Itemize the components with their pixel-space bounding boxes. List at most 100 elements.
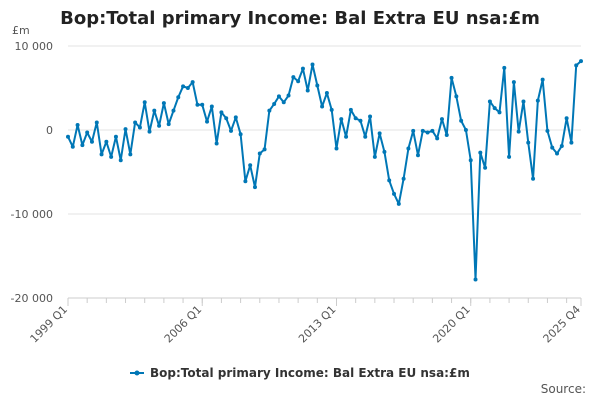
data-point[interactable] <box>262 147 267 152</box>
data-point[interactable] <box>420 128 425 133</box>
data-point[interactable] <box>531 176 536 181</box>
data-point[interactable] <box>75 122 80 127</box>
data-point[interactable] <box>324 91 329 96</box>
data-point[interactable] <box>195 102 200 107</box>
data-point[interactable] <box>171 108 176 113</box>
data-point[interactable] <box>574 63 579 68</box>
data-point[interactable] <box>286 93 291 98</box>
data-point[interactable] <box>435 136 440 141</box>
data-point[interactable] <box>392 191 397 196</box>
data-point[interactable] <box>492 106 497 111</box>
data-point[interactable] <box>296 79 301 84</box>
data-point[interactable] <box>70 144 75 149</box>
data-point[interactable] <box>190 80 195 85</box>
data-point[interactable] <box>396 201 401 206</box>
data-point[interactable] <box>344 134 349 139</box>
data-point[interactable] <box>315 83 320 88</box>
data-point[interactable] <box>444 133 449 138</box>
data-point[interactable] <box>281 100 286 105</box>
legend[interactable]: Bop:Total primary Income: Bal Extra EU n… <box>130 366 470 380</box>
data-point[interactable] <box>478 150 483 155</box>
data-point[interactable] <box>507 154 512 159</box>
data-point[interactable] <box>276 94 281 99</box>
data-point[interactable] <box>157 123 162 128</box>
data-point[interactable] <box>166 122 171 127</box>
data-point[interactable] <box>152 108 157 113</box>
data-point[interactable] <box>238 132 243 137</box>
data-point[interactable] <box>85 130 90 135</box>
data-point[interactable] <box>382 149 387 154</box>
data-point[interactable] <box>473 277 478 282</box>
data-point[interactable] <box>219 110 224 115</box>
data-point[interactable] <box>104 139 109 144</box>
data-point[interactable] <box>66 134 70 139</box>
data-point[interactable] <box>252 185 257 190</box>
data-point[interactable] <box>118 158 123 163</box>
data-point[interactable] <box>133 120 138 125</box>
data-point[interactable] <box>214 141 219 146</box>
data-point[interactable] <box>521 99 526 104</box>
data-point[interactable] <box>99 152 104 157</box>
data-point[interactable] <box>401 176 406 181</box>
data-point[interactable] <box>497 110 502 115</box>
data-point[interactable] <box>502 65 507 70</box>
data-point[interactable] <box>161 101 166 106</box>
data-point[interactable] <box>363 134 368 139</box>
data-point[interactable] <box>291 75 296 80</box>
data-point[interactable] <box>368 114 373 119</box>
data-point[interactable] <box>545 128 550 133</box>
data-point[interactable] <box>147 129 152 134</box>
data-point[interactable] <box>468 158 473 163</box>
data-point[interactable] <box>200 102 205 107</box>
data-point[interactable] <box>329 107 334 112</box>
data-point[interactable] <box>564 116 569 121</box>
data-point[interactable] <box>511 80 516 85</box>
data-point[interactable] <box>579 59 583 64</box>
data-point[interactable] <box>387 178 392 183</box>
data-point[interactable] <box>358 118 363 123</box>
data-point[interactable] <box>334 146 339 151</box>
data-point[interactable] <box>305 88 310 93</box>
data-point[interactable] <box>516 129 521 134</box>
data-point[interactable] <box>80 143 85 148</box>
data-point[interactable] <box>229 128 234 133</box>
data-point[interactable] <box>526 140 531 145</box>
data-point[interactable] <box>224 116 229 121</box>
data-point[interactable] <box>248 163 253 168</box>
data-point[interactable] <box>185 86 190 90</box>
data-point[interactable] <box>339 117 344 122</box>
data-point[interactable] <box>300 66 305 71</box>
data-point[interactable] <box>176 95 181 100</box>
data-point[interactable] <box>449 75 454 80</box>
data-point[interactable] <box>425 130 430 135</box>
data-point[interactable] <box>272 101 277 106</box>
data-point[interactable] <box>128 152 133 157</box>
data-point[interactable] <box>483 165 488 170</box>
data-point[interactable] <box>142 100 147 105</box>
data-point[interactable] <box>181 84 186 89</box>
data-point[interactable] <box>205 119 210 124</box>
data-point[interactable] <box>353 116 358 121</box>
data-point[interactable] <box>415 153 420 158</box>
data-point[interactable] <box>559 143 564 148</box>
legend-label[interactable]: Bop:Total primary Income: Bal Extra EU n… <box>150 366 470 380</box>
data-point[interactable] <box>540 77 545 82</box>
data-point[interactable] <box>123 127 128 132</box>
data-point[interactable] <box>113 134 118 139</box>
data-point[interactable] <box>209 104 214 109</box>
data-point[interactable] <box>372 154 377 159</box>
data-point[interactable] <box>320 104 325 109</box>
data-point[interactable] <box>377 131 382 136</box>
data-point[interactable] <box>569 140 574 145</box>
data-point[interactable] <box>348 107 353 112</box>
data-point[interactable] <box>459 118 464 123</box>
data-point[interactable] <box>411 128 416 133</box>
data-point[interactable] <box>243 179 248 184</box>
data-point[interactable] <box>89 139 94 144</box>
data-point[interactable] <box>550 145 555 150</box>
data-point[interactable] <box>233 115 238 120</box>
data-point[interactable] <box>406 146 411 151</box>
data-point[interactable] <box>430 128 435 133</box>
data-point[interactable] <box>137 125 142 130</box>
data-point[interactable] <box>109 154 114 159</box>
